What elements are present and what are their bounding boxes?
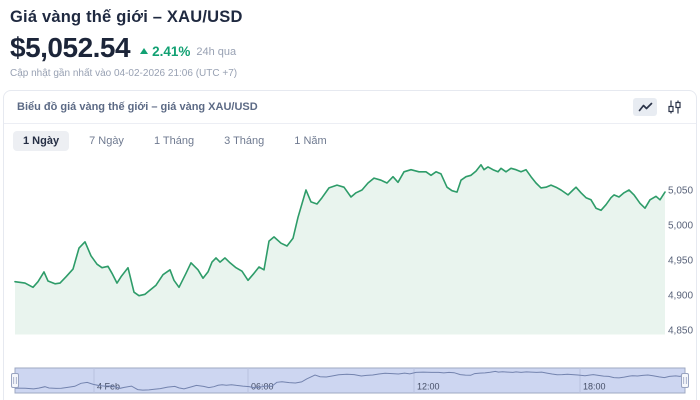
y-axis-label: 5,000: [668, 221, 693, 232]
tab-1-ngay[interactable]: 1 Ngày: [13, 131, 70, 151]
navigator-handle-right[interactable]: [681, 373, 689, 388]
change-wrap: 2.41% 24h qua: [140, 44, 236, 59]
page-header: Giá vàng thế giới – XAU/USD $5,052.54 2.…: [0, 0, 700, 79]
current-price: $5,052.54: [10, 32, 131, 63]
tab-3-thang[interactable]: 3 Tháng: [224, 135, 265, 147]
y-axis-label: 5,050: [668, 186, 693, 197]
price-line: [14, 164, 666, 297]
timeframe-tabs: 1 Ngày 7 Ngày 1 Tháng 3 Tháng 1 Năm: [4, 124, 696, 155]
y-axis-label: 4,900: [668, 291, 693, 302]
x-axis-label: 12:00: [417, 382, 440, 392]
tab-1-thang[interactable]: 1 Tháng: [153, 135, 195, 147]
price-row: $5,052.54 2.41% 24h qua: [10, 32, 690, 64]
page-title: Giá vàng thế giới – XAU/USD: [10, 8, 243, 26]
navigator-handle-left[interactable]: [11, 373, 19, 388]
up-arrow-icon: [140, 48, 149, 54]
change-percent: 2.41%: [152, 43, 191, 59]
x-axis-label: 18:00: [583, 382, 606, 392]
change-period: 24h qua: [196, 45, 237, 58]
navigator-series: [14, 370, 686, 391]
navigator-track[interactable]: [14, 367, 686, 394]
tab-1-nam[interactable]: 1 Năm: [294, 135, 327, 147]
candlestick-chart-type-button[interactable]: [662, 98, 686, 116]
line-chart-type-button[interactable]: [633, 98, 657, 116]
candlestick-chart-icon: [667, 100, 681, 114]
tab-7-ngay[interactable]: 7 Ngày: [89, 135, 124, 147]
chart-card-titlebar: Biểu đồ giá vàng thế giới – giá vàng XAU…: [4, 91, 696, 124]
chart-title: Biểu đồ giá vàng thế giới – giá vàng XAU…: [17, 101, 258, 113]
line-chart-icon: [638, 102, 652, 112]
y-axis-label: 4,950: [668, 256, 693, 267]
price-area: [15, 164, 665, 335]
x-axis-label: 4 Feb: [97, 382, 120, 392]
y-axis-label: 4,850: [668, 326, 693, 337]
last-updated: Cập nhật gần nhất vào 04-02-2026 21:06 (…: [10, 68, 238, 79]
